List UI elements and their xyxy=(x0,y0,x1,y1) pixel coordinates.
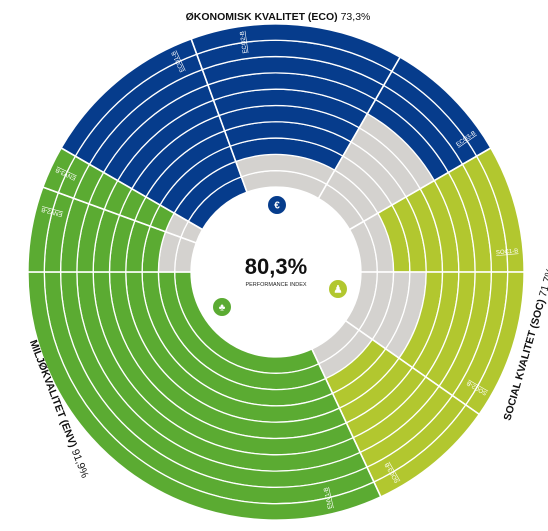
category-score-eco: 73,3% xyxy=(341,11,371,23)
euro-icon-bg xyxy=(268,196,286,214)
center-circle xyxy=(197,193,355,351)
divider-env-3 xyxy=(42,186,197,244)
category-name-eco: ØKONOMISK KVALITET (ECO) xyxy=(186,11,341,23)
category-label-eco: ØKONOMISK KVALITET (ECO) 73,3% xyxy=(186,11,371,23)
people-icon-bg xyxy=(329,280,347,298)
category-score-soc: 71,7% xyxy=(537,266,548,298)
divider-eco-2 xyxy=(190,38,248,193)
category-icons: € ♟ ♣ xyxy=(213,196,347,316)
divider-env-1 xyxy=(311,348,382,498)
euro-icon-glyph: € xyxy=(274,201,280,212)
indicator-label-env-1: ENV1-B xyxy=(323,487,334,509)
divider-soc-1 xyxy=(349,147,492,231)
euro-icon: € xyxy=(268,196,286,214)
indicator-label-soc-1: SOC1-B xyxy=(496,248,519,256)
tree-icon: ♣ xyxy=(213,298,231,316)
people-icon: ♟ xyxy=(329,280,347,298)
performance-index-value: 80,3% xyxy=(245,254,307,279)
ring-segments xyxy=(27,23,525,521)
divider-soc-3 xyxy=(345,320,480,415)
tree-icon-bg xyxy=(213,298,231,316)
tree-icon-glyph: ♣ xyxy=(219,303,226,314)
divider-eco-3 xyxy=(317,56,401,199)
indicator-dividers xyxy=(28,38,524,498)
indicator-label-eco-2: ECO2-B xyxy=(240,31,249,54)
performance-index-label: PERFORMANCE INDEX xyxy=(245,282,306,288)
divider-eco-1 xyxy=(60,147,203,231)
category-score-env: 91,9% xyxy=(69,448,91,480)
people-icon-glyph: ♟ xyxy=(334,285,343,296)
indicator-label-env-2: ENV2-B xyxy=(41,206,64,217)
center-disc: 80,3% PERFORMANCE INDEX xyxy=(197,193,355,351)
